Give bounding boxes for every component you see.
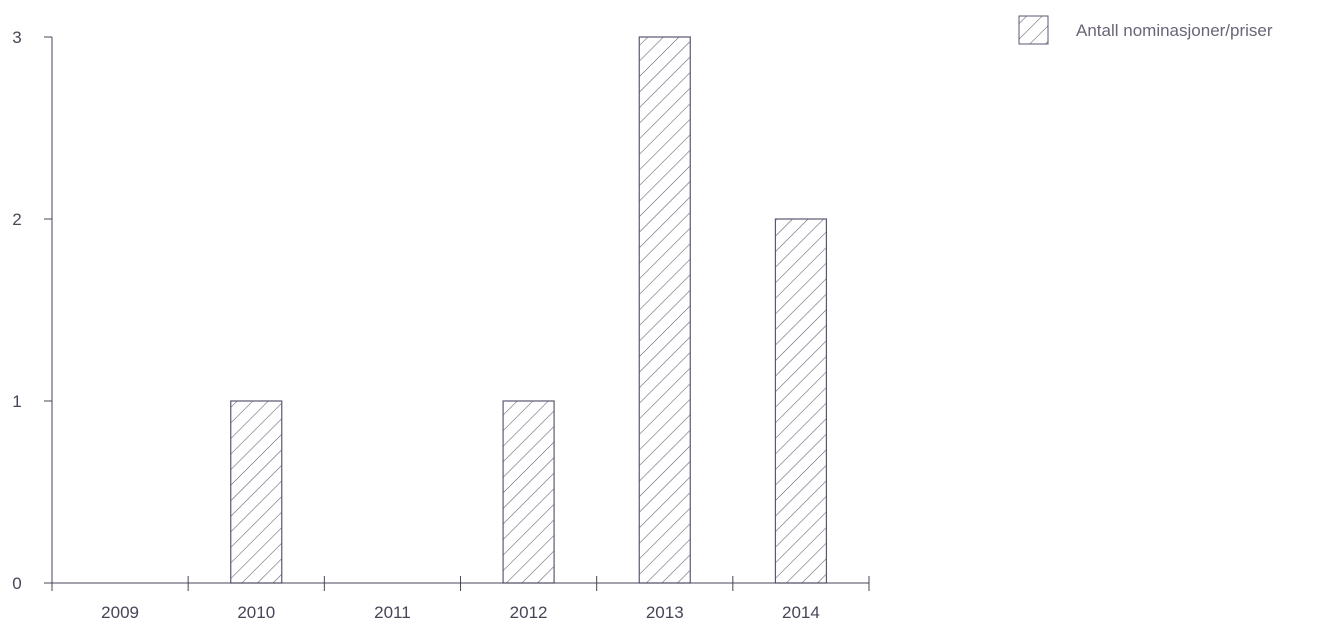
- x-tick-label: 2013: [646, 603, 684, 622]
- x-tick-label: 2014: [782, 603, 820, 622]
- legend: Antall nominasjoner/priser: [1018, 15, 1273, 45]
- y-tick-label: 0: [12, 574, 21, 593]
- y-tick-label: 2: [12, 210, 21, 229]
- bar-2013: [638, 36, 691, 584]
- x-tick-label: 2011: [374, 603, 411, 622]
- x-tick-label: 2010: [237, 603, 275, 622]
- bars-group: [230, 36, 828, 584]
- bar-2014: [774, 218, 828, 584]
- x-tick-label: 2009: [101, 603, 139, 622]
- bar-2012: [502, 400, 555, 584]
- y-tick-label: 1: [12, 392, 21, 411]
- y-tick-label: 3: [12, 28, 21, 47]
- x-tick-label: 2012: [510, 603, 548, 622]
- axes-group: 0 1 2 3 2009 2010 2011 2012 2013 2014: [12, 28, 870, 622]
- legend-swatch: [1018, 15, 1049, 45]
- legend-label: Antall nominasjoner/priser: [1076, 21, 1273, 40]
- bar-2010: [230, 400, 283, 584]
